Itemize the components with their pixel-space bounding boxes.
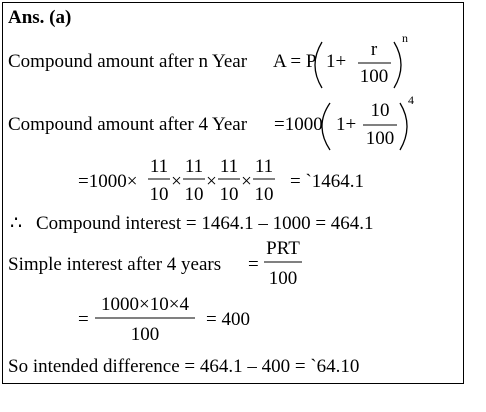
text: Compound amount after n Year — [8, 51, 248, 72]
exponent: 4 — [408, 93, 414, 107]
text: Simple interest after 4 years — [8, 254, 221, 275]
paren — [314, 41, 323, 89]
denominator: 10 — [255, 184, 274, 205]
math: = — [78, 309, 89, 330]
math: = 400 — [206, 309, 250, 330]
numerator: PRT — [266, 238, 300, 259]
therefore: ∴ — [10, 213, 22, 234]
paren — [321, 102, 331, 151]
numerator: 1000×10×4 — [101, 294, 189, 315]
math: = — [248, 254, 259, 275]
math: 1+ — [336, 114, 356, 135]
numerator: 11 — [150, 156, 168, 177]
times: × — [171, 171, 182, 192]
text: Compound amount after 4 Year — [8, 114, 248, 135]
math: 1+ — [326, 51, 346, 72]
denominator: 100 — [366, 128, 395, 149]
numerator: 10 — [371, 100, 390, 121]
frame — [2, 2, 464, 384]
answer-label: Ans. (a) — [8, 7, 71, 28]
math: =1000× — [78, 171, 137, 192]
math: = `1464.1 — [290, 171, 364, 192]
numerator: 11 — [255, 156, 273, 177]
denominator: 10 — [220, 184, 239, 205]
text: So intended difference = 464.1 – 400 = `… — [8, 356, 359, 377]
denominator: 100 — [269, 268, 298, 289]
paren — [393, 41, 402, 89]
numerator: 11 — [220, 156, 238, 177]
math: A = P — [273, 51, 316, 72]
paren — [399, 102, 408, 151]
denominator: 100 — [131, 324, 160, 345]
numerator: 11 — [185, 156, 203, 177]
exponent: n — [402, 31, 408, 45]
times: × — [241, 171, 252, 192]
denominator: 100 — [360, 66, 389, 87]
denominator: 10 — [185, 184, 204, 205]
denominator: 10 — [150, 184, 169, 205]
times: × — [206, 171, 217, 192]
text: Compound interest = 1464.1 – 1000 = 464.… — [36, 213, 374, 234]
numerator: r — [371, 39, 378, 60]
math: =1000 — [274, 114, 323, 135]
